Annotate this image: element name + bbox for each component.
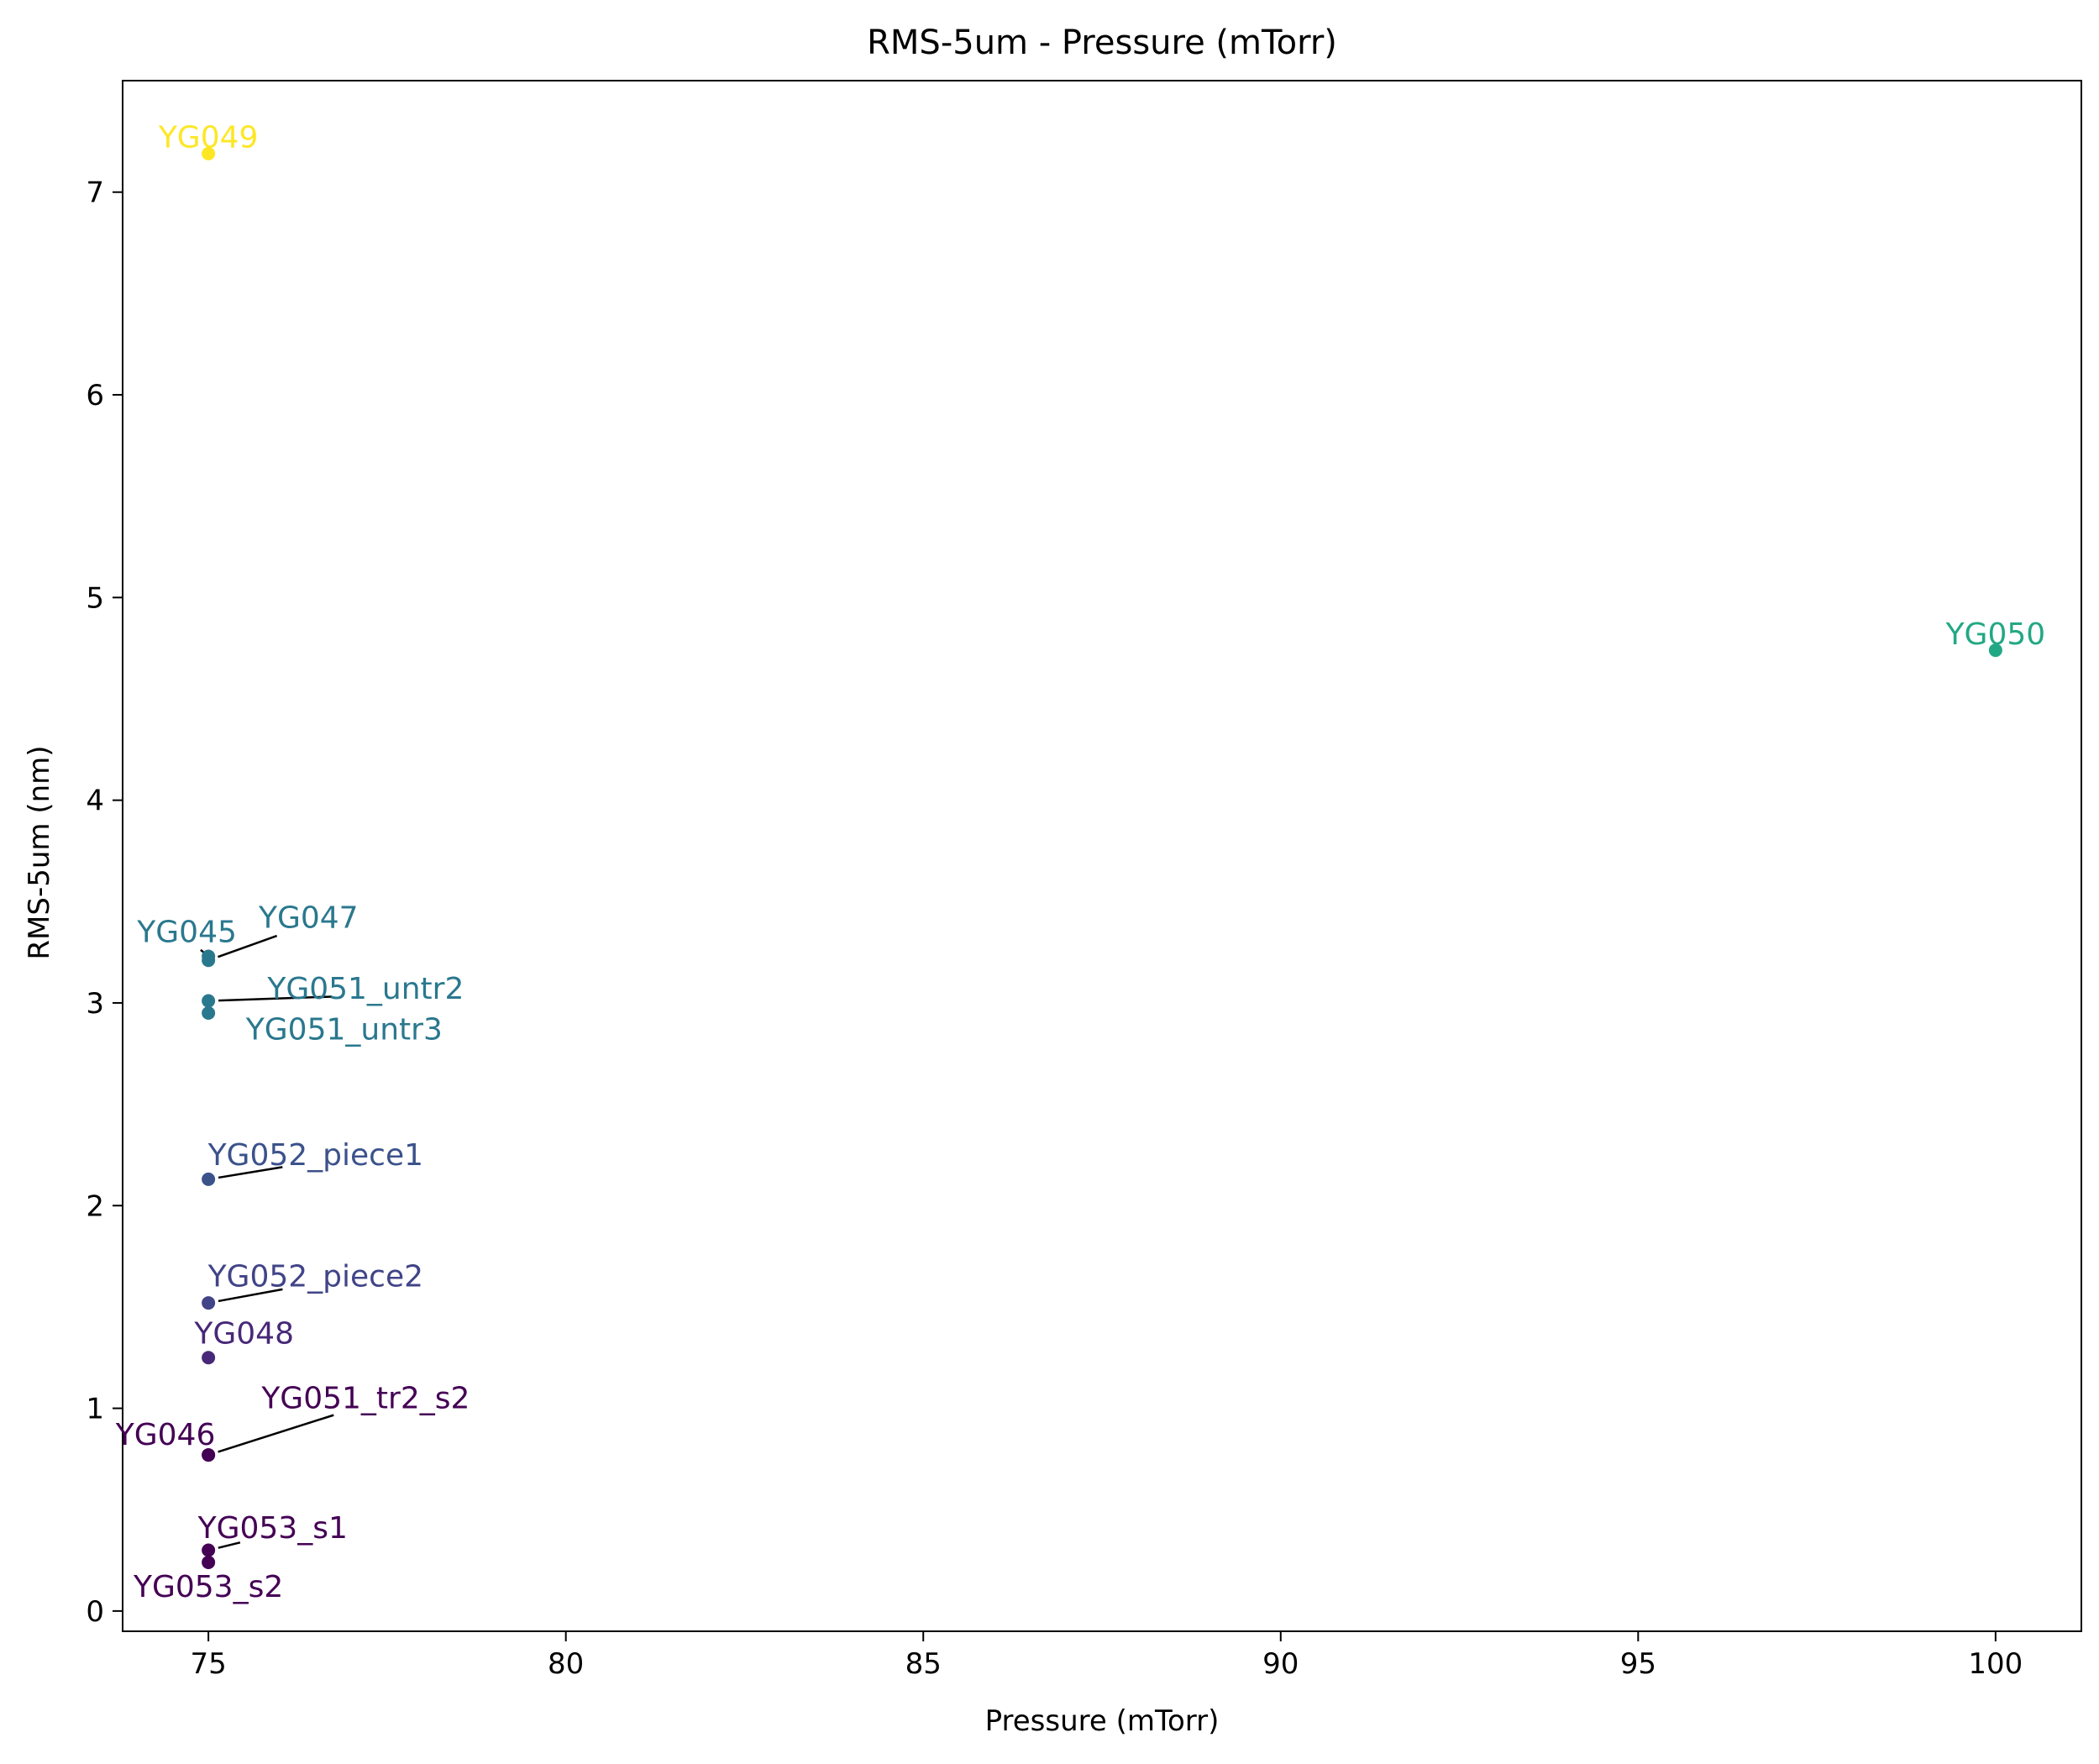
point-label: YG048 (193, 1316, 294, 1351)
point-label: YG051_untr2 (266, 972, 464, 1006)
x-tick-label: 95 (1620, 1647, 1656, 1681)
point-labels: YG049 YG050 YG045 YG047 YG051_untr2 YG051_unt… (115, 121, 2045, 1604)
x-tick-label: 80 (548, 1647, 584, 1681)
data-points (202, 146, 2002, 1569)
plot-frame (122, 80, 2082, 1632)
data-point (202, 1296, 216, 1310)
data-point (202, 994, 216, 1008)
data-point (202, 146, 216, 160)
chart-title: RMS-5um - Pressure (mTorr) (867, 24, 1337, 62)
label-connector (218, 1288, 283, 1303)
point-label: YG053_s2 (133, 1570, 283, 1604)
y-tick-label: 7 (86, 176, 104, 210)
data-point (202, 1543, 216, 1557)
x-tick-label: 85 (905, 1647, 942, 1681)
x-axis-label: Pressure (mTorr) (985, 1704, 1220, 1738)
data-point (202, 953, 216, 968)
y-tick-label: 1 (86, 1393, 104, 1426)
x-tick-label: 100 (1968, 1647, 2023, 1681)
label-connectors (200, 934, 334, 1549)
point-label: YG047 (258, 901, 359, 936)
data-point (1988, 643, 2002, 658)
x-axis: 75 80 85 90 95 100 (190, 1631, 2023, 1681)
y-tick-label: 3 (86, 987, 104, 1021)
y-tick-label: 6 (86, 379, 104, 412)
point-label: YG046 (115, 1418, 216, 1452)
label-connector (218, 1414, 334, 1453)
data-point (202, 1006, 216, 1021)
data-point (202, 1172, 216, 1186)
y-tick-label: 0 (86, 1595, 104, 1629)
point-label: YG051_untr3 (245, 1012, 443, 1047)
data-point (202, 1555, 216, 1569)
plot-area (122, 80, 2082, 1632)
label-connector (218, 934, 278, 958)
point-label: YG051_tr2_s2 (260, 1381, 470, 1415)
point-label: YG052_piece2 (207, 1260, 423, 1294)
data-point (202, 1351, 216, 1365)
data-point (202, 1448, 216, 1462)
label-connector (218, 1541, 241, 1549)
label-connector (218, 1166, 283, 1179)
y-tick-label: 2 (86, 1189, 104, 1223)
y-tick-label: 4 (86, 785, 104, 818)
x-tick-label: 90 (1262, 1647, 1299, 1681)
point-label: YG052_piece1 (207, 1138, 423, 1173)
x-tick-label: 75 (190, 1647, 226, 1681)
point-label: YG049 (158, 121, 259, 155)
point-label: YG053_s1 (197, 1511, 348, 1546)
y-axis-label: RMS-5um (nm) (23, 745, 56, 959)
y-axis: 0 1 2 3 4 5 6 7 (86, 176, 123, 1629)
point-label: YG050 (1945, 617, 2046, 652)
label-connector (218, 995, 333, 1002)
y-tick-label: 5 (86, 581, 104, 615)
point-label: YG045 (136, 915, 237, 949)
